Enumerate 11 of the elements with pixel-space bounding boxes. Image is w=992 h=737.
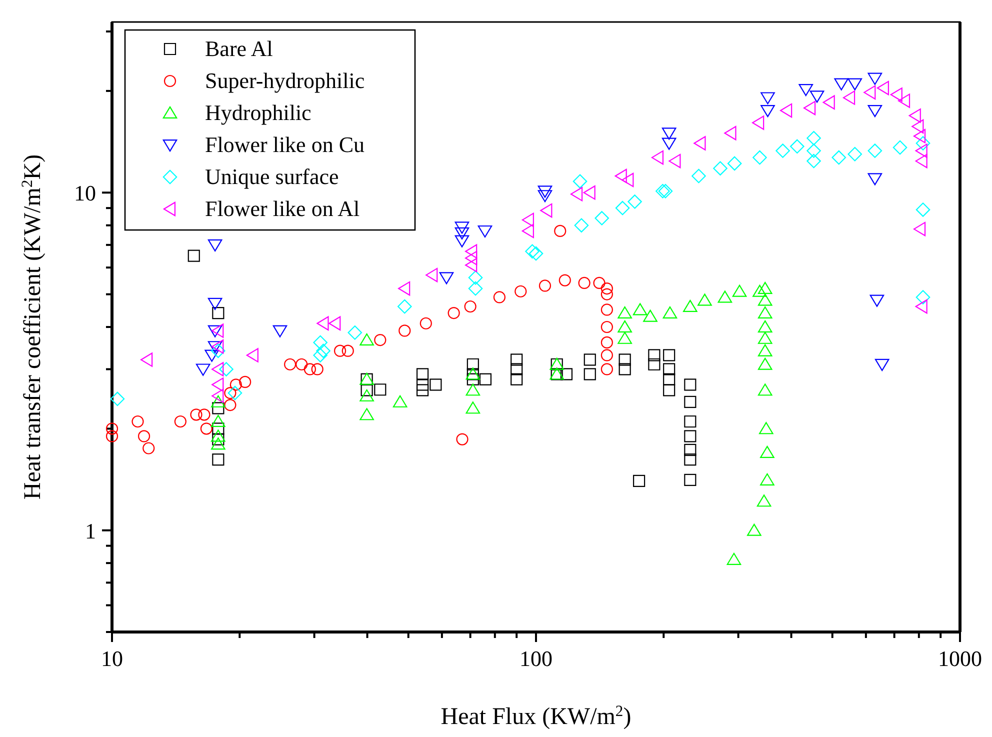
legend-label: Unique surface: [205, 164, 339, 189]
x-tick-label: 1000: [938, 646, 982, 671]
y-tick-label: 1: [85, 518, 96, 544]
legend-label: Hydrophilic: [205, 100, 312, 125]
legend-label: Bare Al: [205, 36, 273, 61]
legend-label: Flower like on Cu: [205, 132, 364, 157]
legend-label: Flower like on Al: [205, 196, 360, 221]
x-axis-title: Heat Flux (KW/m$^{2}$): [440, 702, 632, 730]
legend-label: Super-hydrophilic: [205, 68, 365, 93]
x-tick-label: 10: [101, 646, 123, 671]
x-tick-label: 100: [520, 646, 552, 671]
